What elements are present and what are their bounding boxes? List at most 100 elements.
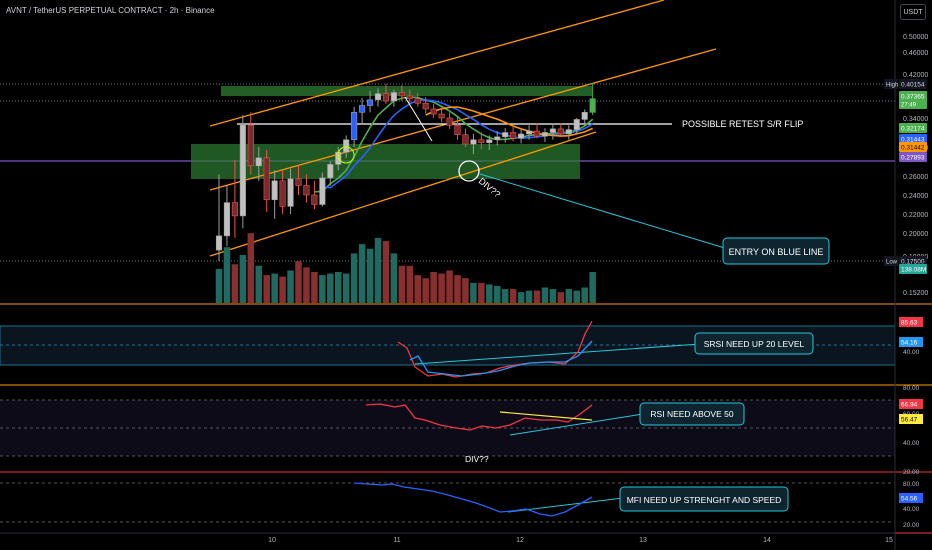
candle [382,84,390,104]
mfi-arrow-line [507,497,624,513]
volume-bar [557,292,565,303]
price-tick: 0.26000 [903,174,928,181]
volume-bar [231,264,239,303]
candle [263,149,270,213]
time-tick: 11 [393,537,400,544]
volume-bar [454,275,461,303]
candle [327,161,334,186]
price-badge: 0.37365 27:49 [899,91,927,109]
volume-bar [303,267,310,303]
volume-bar [541,287,549,303]
candle [359,98,366,124]
volume-bar [509,289,517,303]
price-badge: 0.31443 [899,134,927,144]
candle [319,172,326,207]
candle [541,128,549,142]
volume-bar [478,282,485,303]
srsi-arrow-line [414,343,701,365]
candle [303,174,310,203]
candle [565,125,572,140]
ma-orange-line [425,106,594,137]
symbol-title[interactable]: AVNT / TetherUS PERPETUAL CONTRACT · 2h … [6,6,215,15]
svg-text:0.37365: 0.37365 [901,94,925,101]
candle [446,112,453,129]
svg-text:0.40154: 0.40154 [901,82,925,89]
entry-arrow-line [479,173,729,250]
mfi-line [353,482,593,517]
volume-bar [335,272,342,303]
volume-bar [255,265,262,303]
candle [239,115,246,229]
rsi-tick: 40.00 [903,440,920,447]
volume-bar [573,290,580,303]
mfi-label: MFI NEED UP STRENGHT AND SPEED [627,495,782,505]
volume-bar [327,273,334,303]
volume-bar [470,282,477,303]
svg-text:High: High [886,83,898,89]
srsi-callout: SRSI NEED UP 20 LEVEL [694,332,814,355]
currency-button[interactable]: USDT [900,4,926,20]
svg-text:Low: Low [886,260,898,266]
time-axis[interactable]: 10 11 12 13 14 15 [268,537,893,544]
candle [374,88,382,107]
candle [366,90,374,113]
rsi-badge [899,414,923,424]
entry-label: ENTRY ON BLUE LINE [729,247,824,257]
channel-mid-line [209,48,717,191]
time-tick: 15 [885,537,893,544]
candle [223,185,230,247]
price-badge: 0.27893 [899,152,927,162]
candle [279,170,286,214]
price-tick: 0.34000 [903,116,928,123]
volume-bar [247,233,255,303]
price-tick: 0.50000 [903,34,928,41]
time-tick: 13 [639,537,647,544]
srsi-k-line [397,320,593,378]
volume-bar [446,270,453,303]
candle [414,93,421,107]
svg-text:54.56: 54.56 [901,496,918,503]
volume-bar [589,272,596,303]
candle [486,135,493,150]
srsi-d-line [409,340,593,377]
price-tick: 0.22000 [903,212,928,219]
rsi-badge [899,399,923,409]
volume-bar [390,253,398,303]
candle [494,131,501,146]
rsi-ma-line [499,411,593,421]
volume-bar [263,275,270,303]
candle [454,116,461,140]
candle [351,106,358,147]
svg-text:0.32174: 0.32174 [901,126,925,133]
candle [510,125,517,142]
volume-bar [319,275,326,303]
price-badge: 138.08M [899,264,927,274]
volume-bar [414,275,421,303]
candle [502,128,509,143]
volume-bar [295,261,302,303]
candle [231,160,238,238]
volume-bar [271,273,278,303]
entry-callout: ENTRY ON BLUE LINE [722,237,830,265]
resistance-zone [221,86,592,96]
volume-bar [366,248,374,303]
srsi-badge [899,337,923,347]
time-tick: 10 [268,537,276,544]
candle [287,168,294,214]
volume-bar [525,290,533,303]
price-tick: 0.15200 [903,290,928,297]
candle [573,118,580,134]
price-tick: 0.24000 [903,193,928,200]
trend-drawing [404,96,433,142]
volume-bar [533,290,541,303]
channel-lower-line [209,131,597,257]
volume-bar [342,273,350,303]
mfi-tick: 20.00 [903,522,920,529]
candlesticks [215,83,596,261]
candle [311,180,318,210]
candle [518,128,525,144]
rsi-tick: 20.00 [903,469,920,476]
